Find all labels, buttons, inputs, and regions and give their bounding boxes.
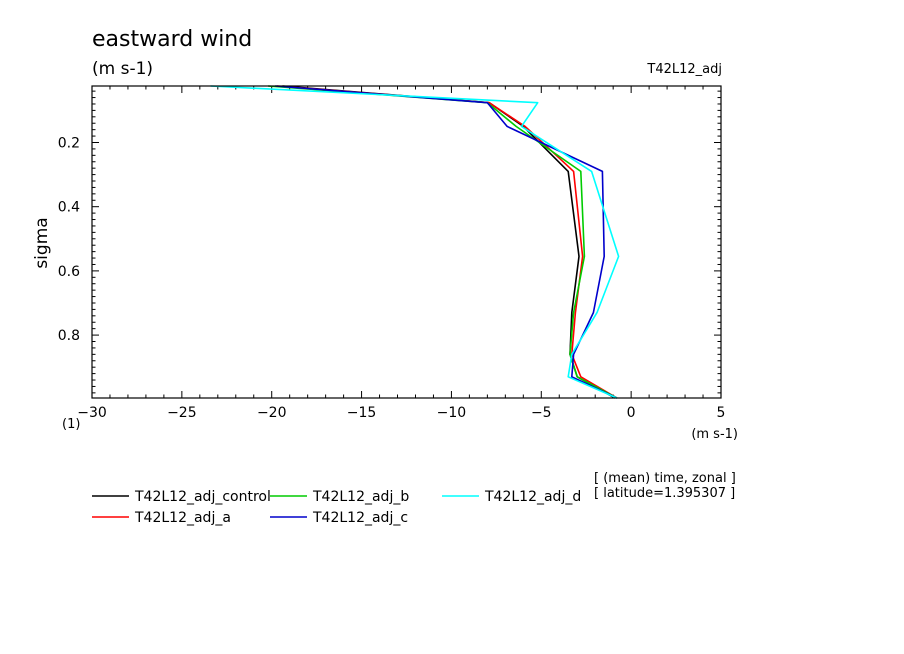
x-tick-label: −20 xyxy=(257,405,287,421)
legend-label-T42L12_adj_control: T42L12_adj_control xyxy=(134,489,271,505)
x-tick-label: −25 xyxy=(167,405,197,421)
x-tick-label: 0 xyxy=(627,405,636,421)
x-tick-labels: −30 −25 −20 −15 −10 −5 0 5 xyxy=(77,405,725,421)
annotation-mean: [ (mean) time, zonal ] xyxy=(594,471,736,486)
legend-label-T42L12_adj_a: T42L12_adj_a xyxy=(134,510,231,526)
chart-subtitle: (m s-1) xyxy=(92,59,153,79)
legend-label-T42L12_adj_c: T42L12_adj_c xyxy=(312,510,408,526)
series-line-T42L12_adj_control xyxy=(282,85,616,399)
y-tick-label: 0.8 xyxy=(58,328,80,344)
y-unit-label: (1) xyxy=(62,417,80,432)
plot-frame xyxy=(91,85,722,399)
annotation-latitude: [ latitude=1.395307 ] xyxy=(594,486,735,501)
legend-label-T42L12_adj_b: T42L12_adj_b xyxy=(312,489,409,505)
y-tick-label: 0.6 xyxy=(58,264,80,280)
y-tick-label: 0.4 xyxy=(58,200,80,216)
x-tick-label: −10 xyxy=(437,405,467,421)
legend-label-T42L12_adj_d: T42L12_adj_d xyxy=(484,489,581,505)
axis-ticks xyxy=(91,86,722,398)
run-label: T42L12_adj xyxy=(646,62,722,77)
x-axis-label: (m s-1) xyxy=(691,427,738,442)
x-tick-label: −30 xyxy=(77,405,107,421)
legend: T42L12_adj_control T42L12_adj_a T42L12_adj… xyxy=(92,489,581,526)
chart-title: eastward wind xyxy=(92,27,252,52)
y-axis-label: sigma xyxy=(32,217,52,268)
x-tick-label: −15 xyxy=(347,405,377,421)
y-tick-labels: 0.2 0.4 0.6 0.8 xyxy=(58,135,80,344)
x-tick-label: 5 xyxy=(717,405,726,421)
series-line-T42L12_adj_b xyxy=(268,85,618,399)
series-line-T42L12_adj_a xyxy=(277,85,618,399)
y-tick-label: 0.2 xyxy=(58,135,80,151)
plot-lines xyxy=(210,85,620,399)
series-line-T42L12_adj_c xyxy=(275,85,618,399)
x-tick-label: −5 xyxy=(531,405,552,421)
series-line-T42L12_adj_d xyxy=(210,85,620,399)
